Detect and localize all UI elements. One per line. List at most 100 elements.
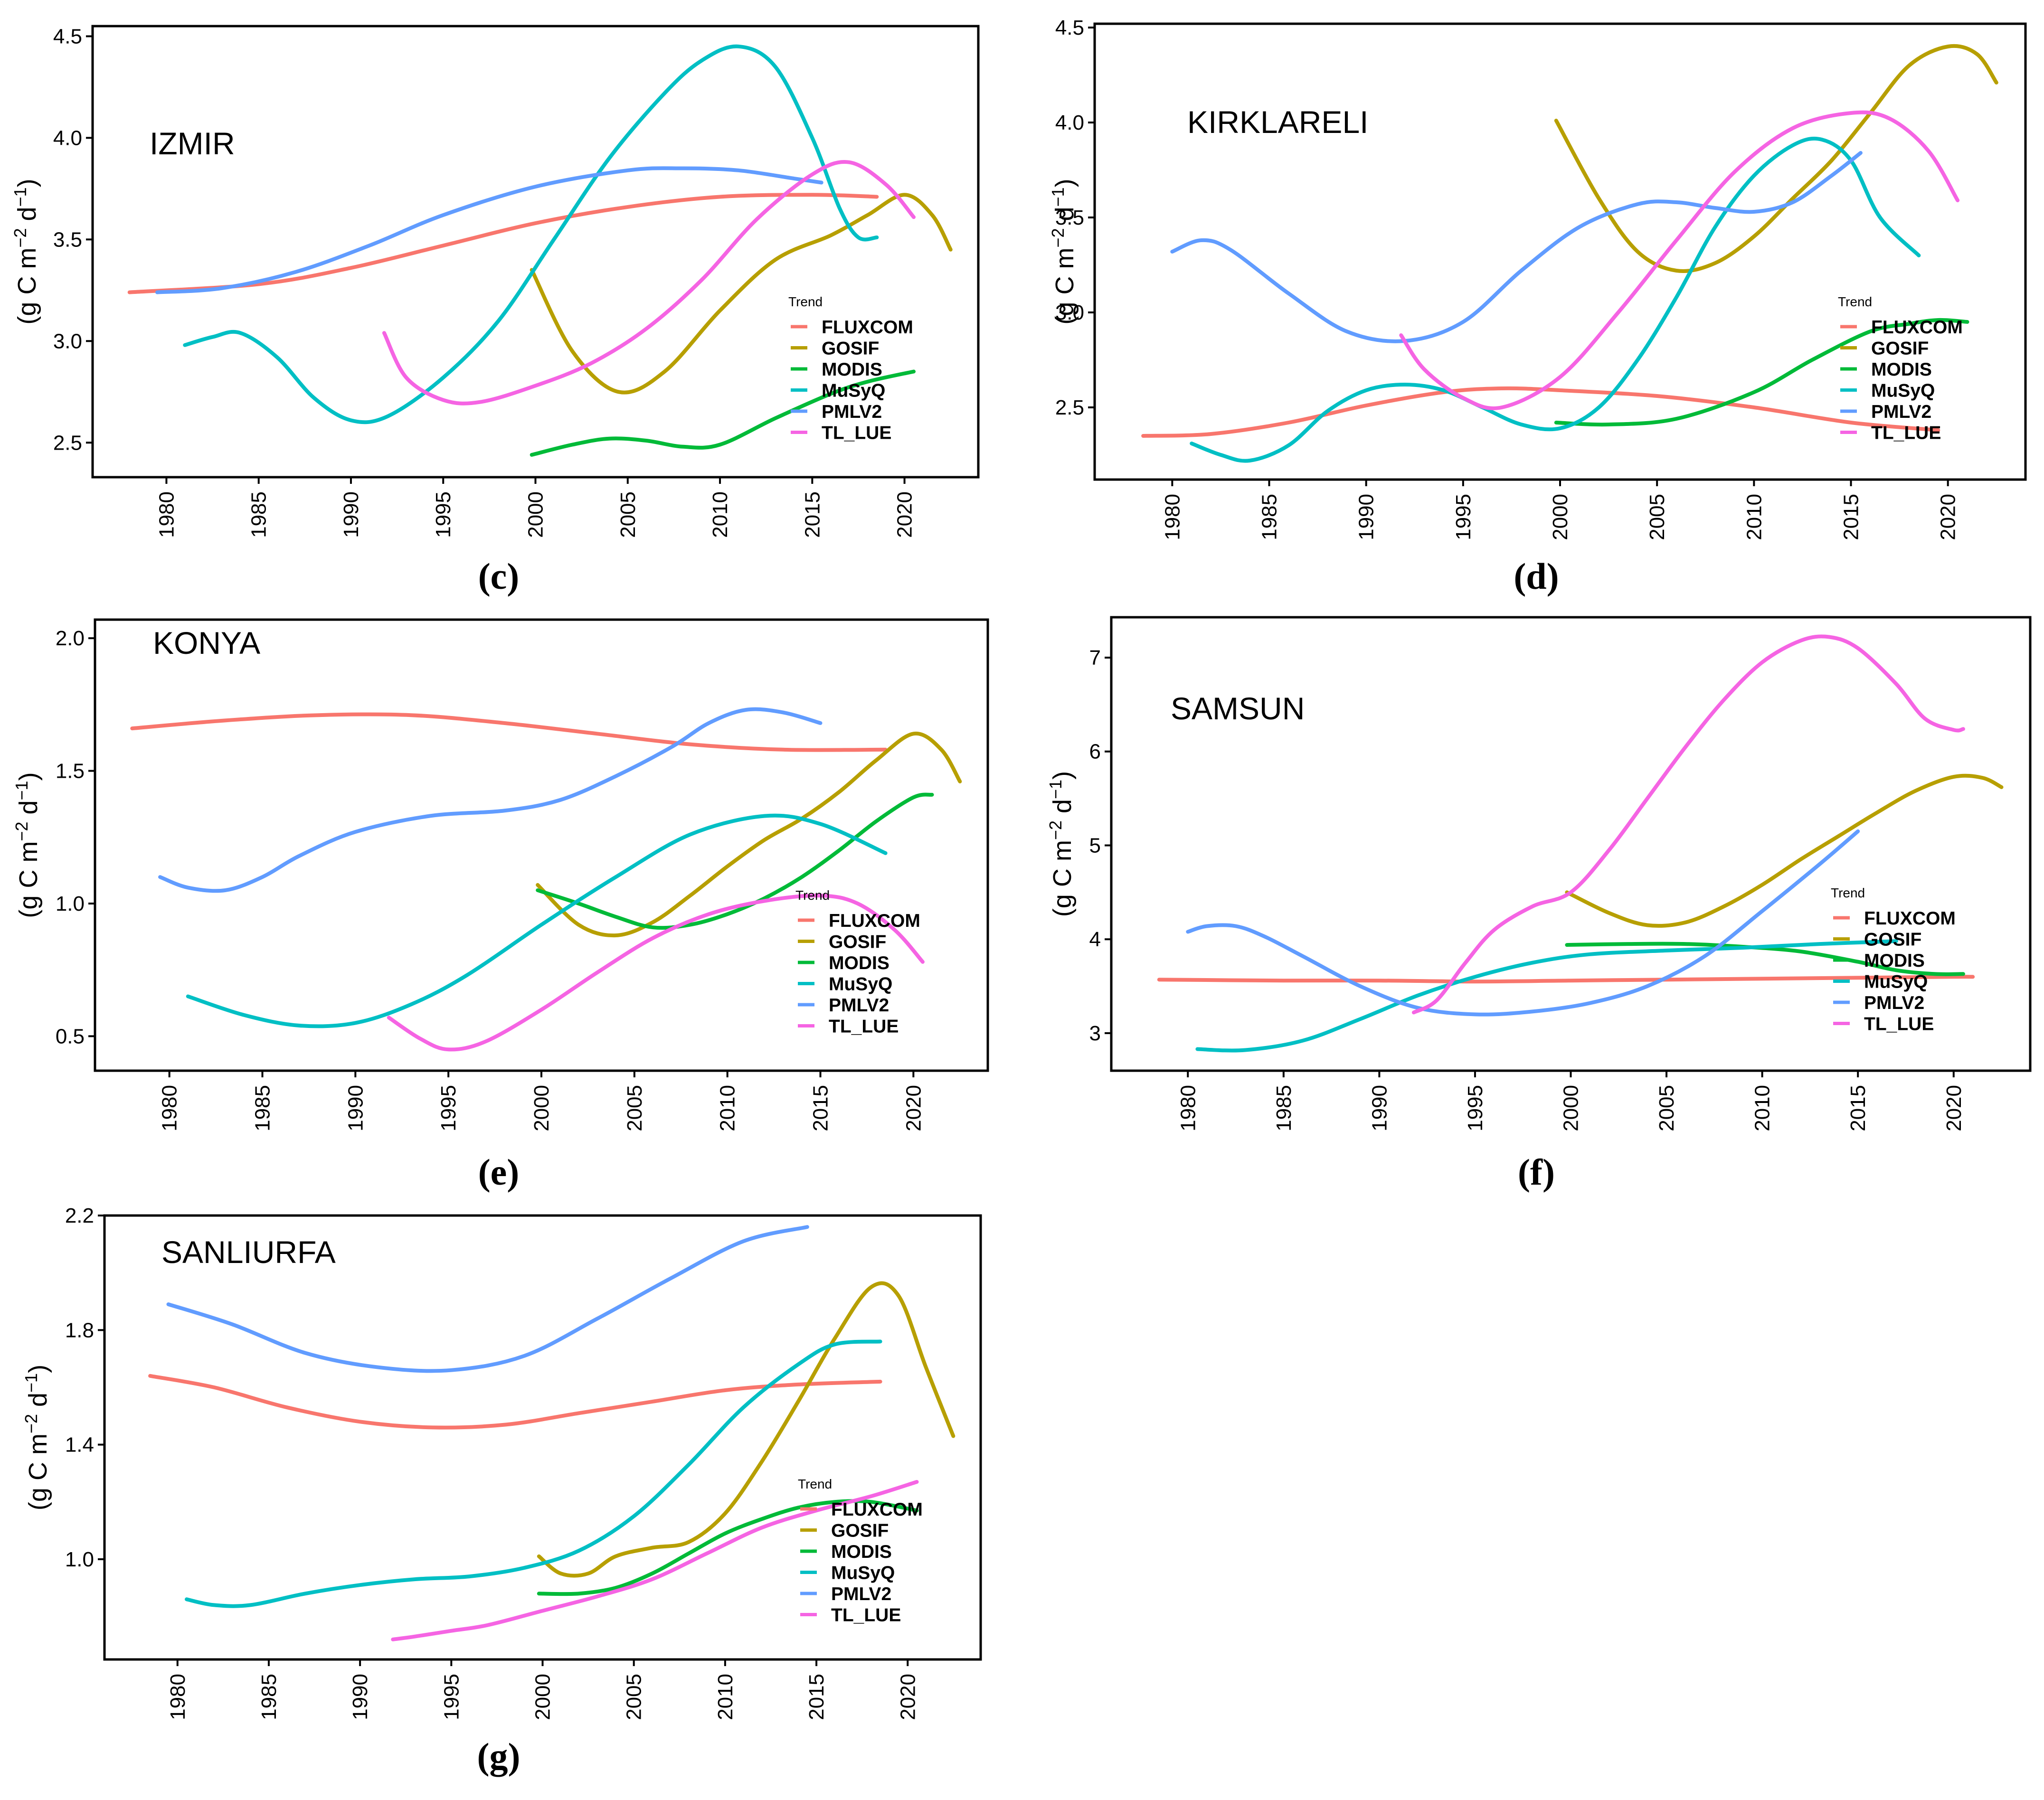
x-tick-label: 1985 bbox=[251, 1085, 274, 1131]
y-tick-label: 4.0 bbox=[1055, 111, 1084, 134]
y-axis-label-superscript: −2 bbox=[21, 1414, 41, 1433]
legend-label: TL_LUE bbox=[829, 1017, 899, 1037]
legend-label: MuSyQ bbox=[1871, 381, 1935, 401]
y-axis-label-text: ) bbox=[24, 1365, 52, 1373]
legend-label: MuSyQ bbox=[831, 1563, 895, 1583]
y-tick-label: 4.5 bbox=[1055, 16, 1084, 39]
panel-samsun: 3 4 5 6 7 1980 1985 1990 1995 2000 2005 2010 2015 202… bbox=[1046, 616, 2032, 1193]
legend-label: GOSIF bbox=[1864, 930, 1921, 950]
y-tick-label: 3.0 bbox=[53, 330, 82, 353]
y-tick-label: 1.4 bbox=[65, 1433, 94, 1457]
x-tick-label: 2020 bbox=[902, 1085, 925, 1131]
y-axis-label-text: ) bbox=[13, 179, 41, 187]
panel-caption: (g) bbox=[477, 1735, 520, 1777]
series-line-gosif bbox=[537, 1281, 956, 1578]
y-axis-label-text: ) bbox=[14, 772, 43, 781]
y-axis-label-text: d bbox=[24, 1393, 52, 1414]
y-tick-label: 2.5 bbox=[53, 431, 82, 454]
series-line-gosif bbox=[530, 193, 953, 395]
series-line-fluxcom bbox=[1141, 386, 1940, 438]
y-axis-label-text: ) bbox=[1050, 179, 1079, 187]
legend-label: MODIS bbox=[831, 1542, 892, 1562]
y-tick-label: 3.0 bbox=[1055, 301, 1084, 324]
y-axis-label-superscript: −1 bbox=[12, 781, 31, 800]
series-line-modis bbox=[530, 369, 916, 457]
panel-caption: (e) bbox=[478, 1151, 520, 1193]
series-line-pmlv2 bbox=[155, 166, 823, 294]
chart-title: IZMIR bbox=[150, 126, 235, 161]
y-axis-label-superscript: −1 bbox=[1046, 780, 1065, 799]
legend-label: TL_LUE bbox=[1864, 1014, 1934, 1035]
x-tick-label: 1985 bbox=[247, 491, 271, 538]
series-line-modis bbox=[536, 792, 934, 930]
y-tick-label: 4 bbox=[1089, 928, 1101, 951]
legend-label: MODIS bbox=[829, 953, 890, 973]
y-axis-label-text: (g C m bbox=[24, 1433, 52, 1510]
legend-label: GOSIF bbox=[829, 932, 886, 952]
series-line-pmlv2 bbox=[1170, 151, 1863, 343]
legend-label: TL_LUE bbox=[831, 1605, 901, 1626]
legend-label: MODIS bbox=[1864, 951, 1925, 971]
legend-label: FLUXCOM bbox=[831, 1499, 923, 1520]
x-tick-label: 1995 bbox=[432, 491, 455, 538]
legend-label: FLUXCOM bbox=[822, 317, 913, 338]
legend-label: MODIS bbox=[822, 359, 882, 380]
y-tick-label: 3.5 bbox=[1055, 206, 1084, 229]
x-tick-label: 2015 bbox=[1840, 494, 1863, 540]
series-line-modis bbox=[1565, 942, 1965, 976]
series-line-musyq bbox=[186, 813, 888, 1028]
legend-label: GOSIF bbox=[831, 1521, 889, 1541]
series-line-fluxcom bbox=[127, 193, 879, 294]
y-axis-label: (g C m−2 d−1) bbox=[1046, 771, 1077, 917]
series-line-musyq bbox=[183, 44, 879, 424]
x-tick-label: 2020 bbox=[1937, 494, 1960, 540]
x-tick-label: 1980 bbox=[155, 491, 178, 538]
x-tick-label: 1990 bbox=[340, 491, 363, 538]
x-tick-label: 2020 bbox=[893, 491, 917, 538]
x-tick-label: 1980 bbox=[1161, 494, 1184, 540]
legend-label: FLUXCOM bbox=[829, 911, 920, 931]
series-line-tl-lue bbox=[1411, 634, 1965, 1015]
y-tick-label: 2.2 bbox=[65, 1204, 94, 1227]
y-axis-label-text: (g C m bbox=[1050, 248, 1079, 325]
x-tick-label: 2005 bbox=[1646, 494, 1669, 540]
series-line-modis bbox=[1554, 318, 1969, 427]
series-line-fluxcom bbox=[130, 712, 888, 752]
legend-title: Trend bbox=[795, 888, 830, 903]
y-axis-label: (g C m−2 d−1) bbox=[12, 772, 43, 918]
series-lines bbox=[148, 1225, 956, 1641]
series-line-musyq bbox=[1195, 939, 1898, 1053]
x-tick-label: 1980 bbox=[166, 1674, 189, 1720]
y-axis-label: (g C m−2 d−1) bbox=[1048, 179, 1079, 324]
panel-konya: 0.5 1.0 1.5 2.0 1980 1985 1990 1995 2000 2005 2010… bbox=[12, 618, 989, 1193]
x-tick-label: 2005 bbox=[623, 1085, 646, 1131]
series-line-pmlv2 bbox=[166, 1225, 809, 1373]
legend-label: FLUXCOM bbox=[1871, 317, 1963, 338]
x-tick-label: 1990 bbox=[349, 1674, 372, 1720]
y-tick-label: 1.0 bbox=[65, 1548, 94, 1571]
series-line-tl-lue bbox=[382, 160, 916, 405]
chart-title: KIRKLARELI bbox=[1187, 104, 1369, 140]
x-tick-label: 1985 bbox=[1258, 494, 1281, 540]
x-tick-label: 2005 bbox=[623, 1674, 646, 1720]
series-lines bbox=[130, 707, 962, 1052]
series-line-pmlv2 bbox=[1186, 829, 1860, 1017]
legend-label: MuSyQ bbox=[829, 974, 892, 995]
x-tick-label: 2000 bbox=[1549, 494, 1572, 540]
x-tick-label: 2010 bbox=[714, 1674, 737, 1720]
legend-label: PMLV2 bbox=[1864, 993, 1924, 1013]
legend-title: Trend bbox=[788, 294, 823, 309]
plot-frame bbox=[91, 25, 980, 479]
legend-label: FLUXCOM bbox=[1864, 908, 1956, 929]
y-tick-label: 5 bbox=[1089, 834, 1101, 857]
x-tick-label: 1995 bbox=[437, 1085, 460, 1131]
y-axis-label: (g C m−2 d−1) bbox=[10, 179, 41, 324]
x-tick-label: 2000 bbox=[531, 1674, 555, 1720]
x-tick-label: 1980 bbox=[1176, 1085, 1200, 1131]
y-axis-label-text: d bbox=[14, 800, 43, 821]
x-tick-label: 2020 bbox=[896, 1674, 919, 1720]
